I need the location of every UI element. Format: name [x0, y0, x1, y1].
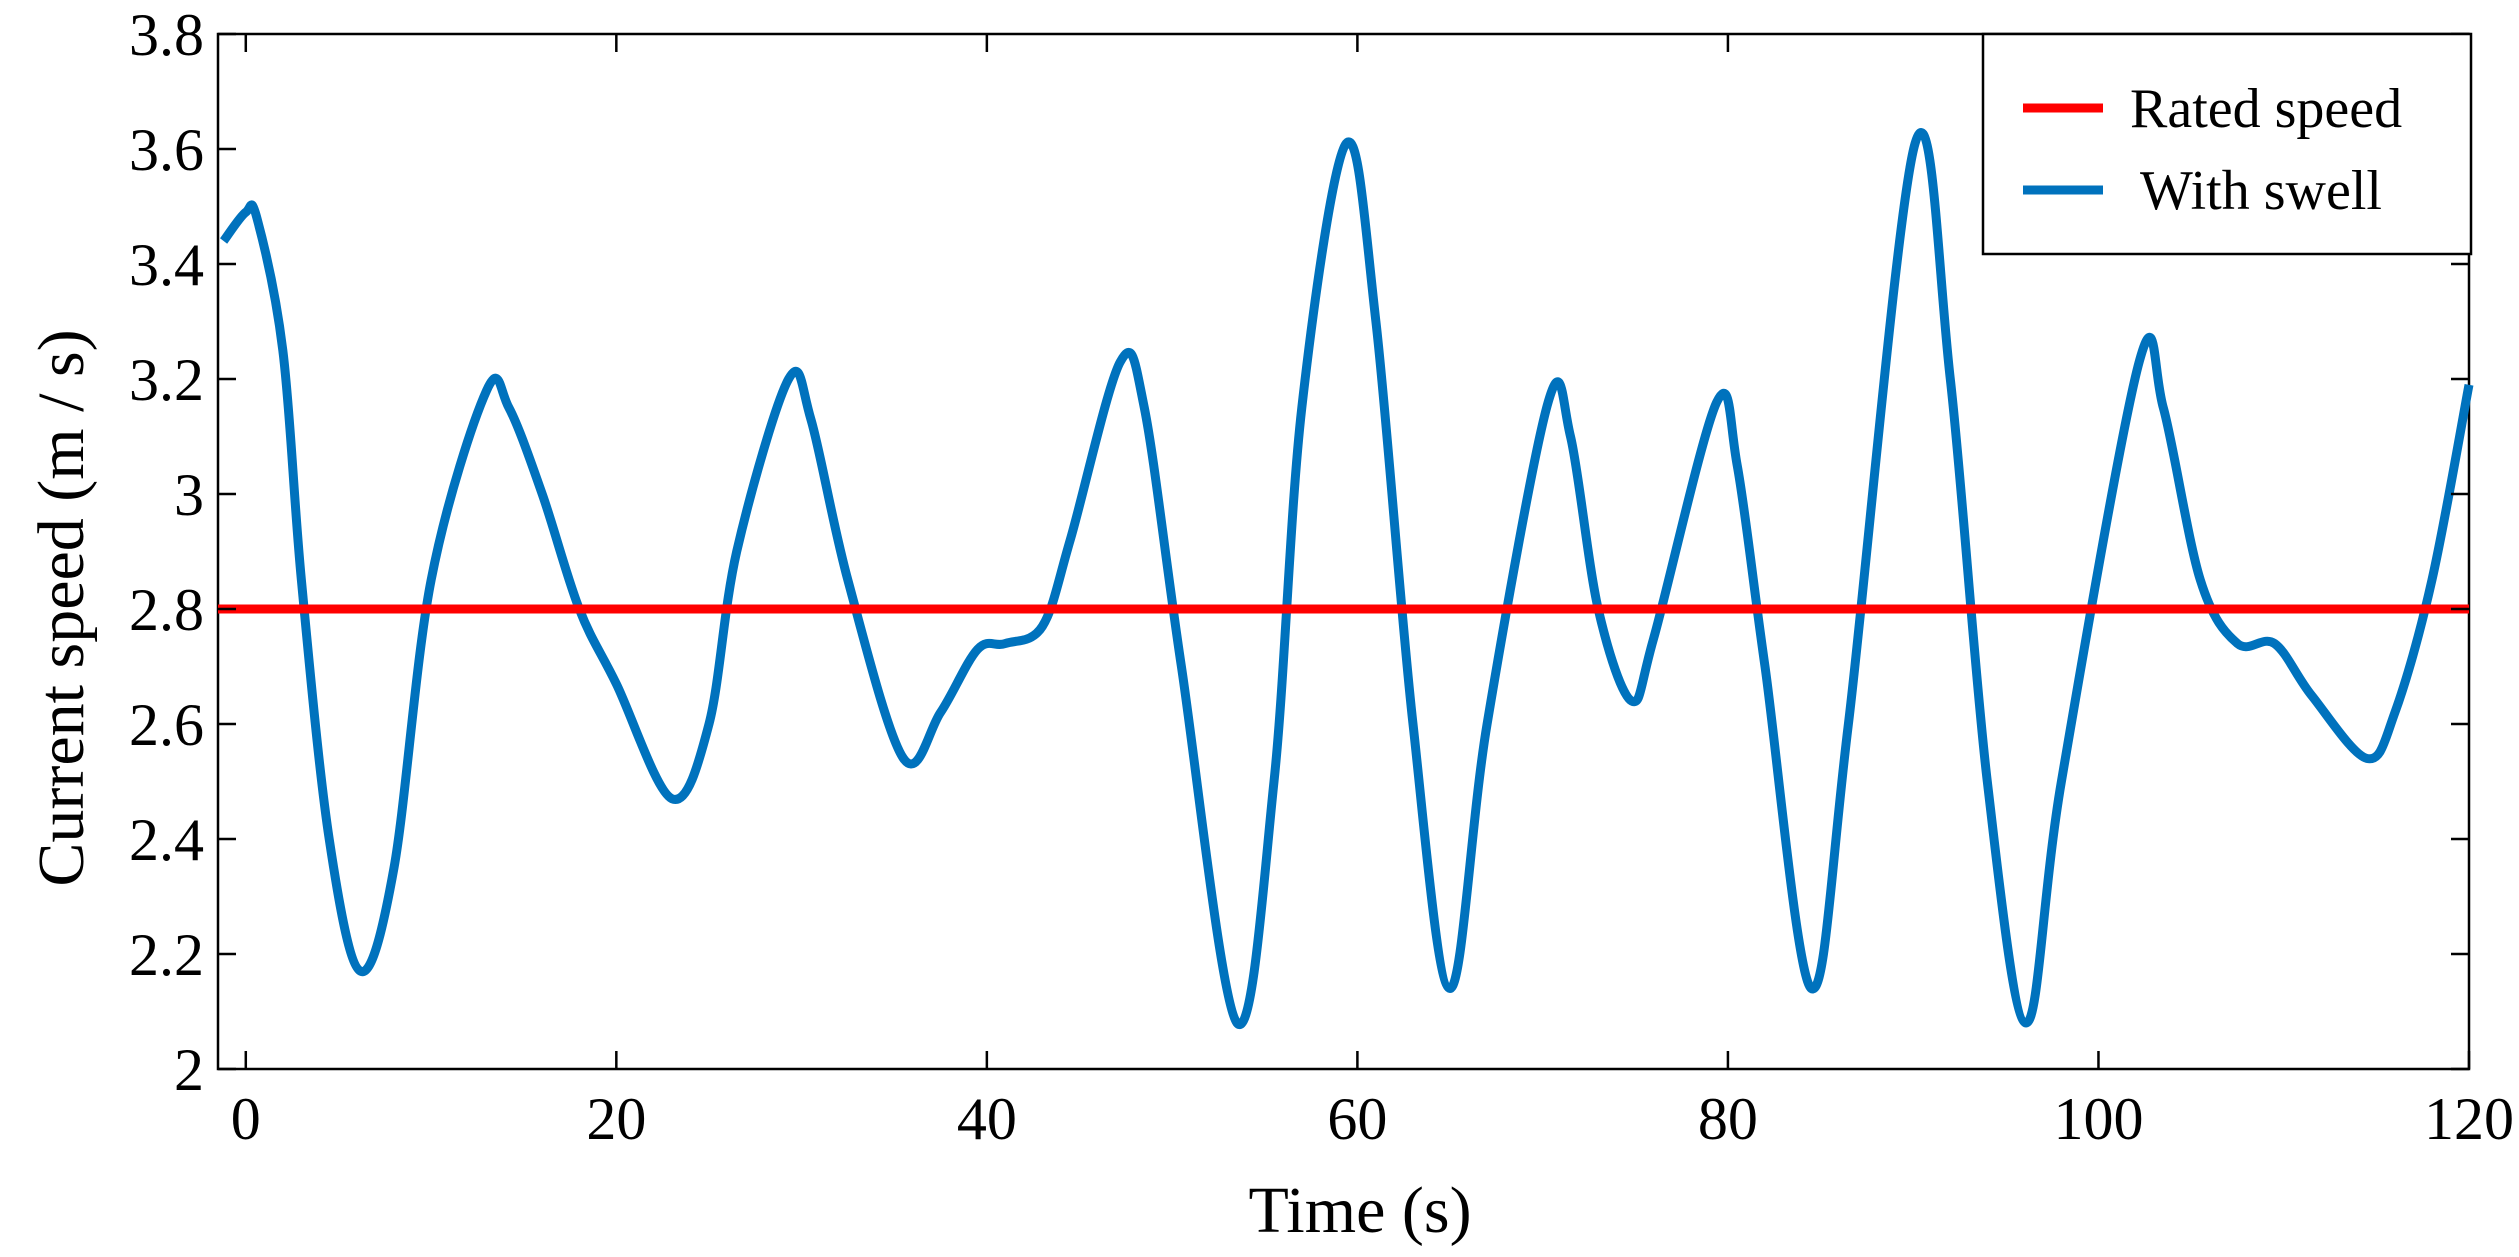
- ticks-layer: 0 20 40 60 80 100 120 2 2.2 2.4 2.6 2.8 3 3.2 3.4 3.6 3.…: [129, 2, 2514, 1152]
- plot-area-border: [216, 32, 2471, 1071]
- y-tick-label: 3.4: [129, 232, 204, 298]
- y-tick-label: 3: [174, 462, 204, 528]
- series-layer: [218, 128, 2474, 1030]
- plot-frame: [216, 32, 2471, 1071]
- x-tick-label: 100: [2053, 1086, 2143, 1152]
- y-tick-label: 3.6: [129, 117, 204, 183]
- x-tick-label: 60: [1327, 1086, 1387, 1152]
- x-axis-title: Time (s): [1248, 1174, 1471, 1247]
- legend-label-rated-speed: Rated speed: [2130, 78, 2402, 140]
- y-tick-label: 2: [174, 1037, 204, 1103]
- y-axis-title: Current speed (m / s): [25, 329, 98, 886]
- x-tick-label: 80: [1698, 1086, 1758, 1152]
- x-tick-label: 120: [2424, 1086, 2514, 1152]
- y-tick-label: 2.2: [129, 922, 204, 988]
- x-tick-label: 20: [586, 1086, 646, 1152]
- legend-label-with-swell: With swell: [2140, 160, 2382, 222]
- y-tick-label: 2.6: [129, 692, 204, 758]
- x-tick-label: 0: [231, 1086, 261, 1152]
- y-tick-label: 3.8: [129, 2, 204, 68]
- legend: Rated speed With swell: [1981, 32, 2473, 256]
- y-tick-label: 3.2: [129, 347, 204, 413]
- y-tick-label: 2.4: [129, 807, 204, 873]
- series-line-with-swell: [219, 128, 2474, 1030]
- x-tick-label: 40: [957, 1086, 1017, 1152]
- y-tick-label: 2.8: [129, 577, 204, 643]
